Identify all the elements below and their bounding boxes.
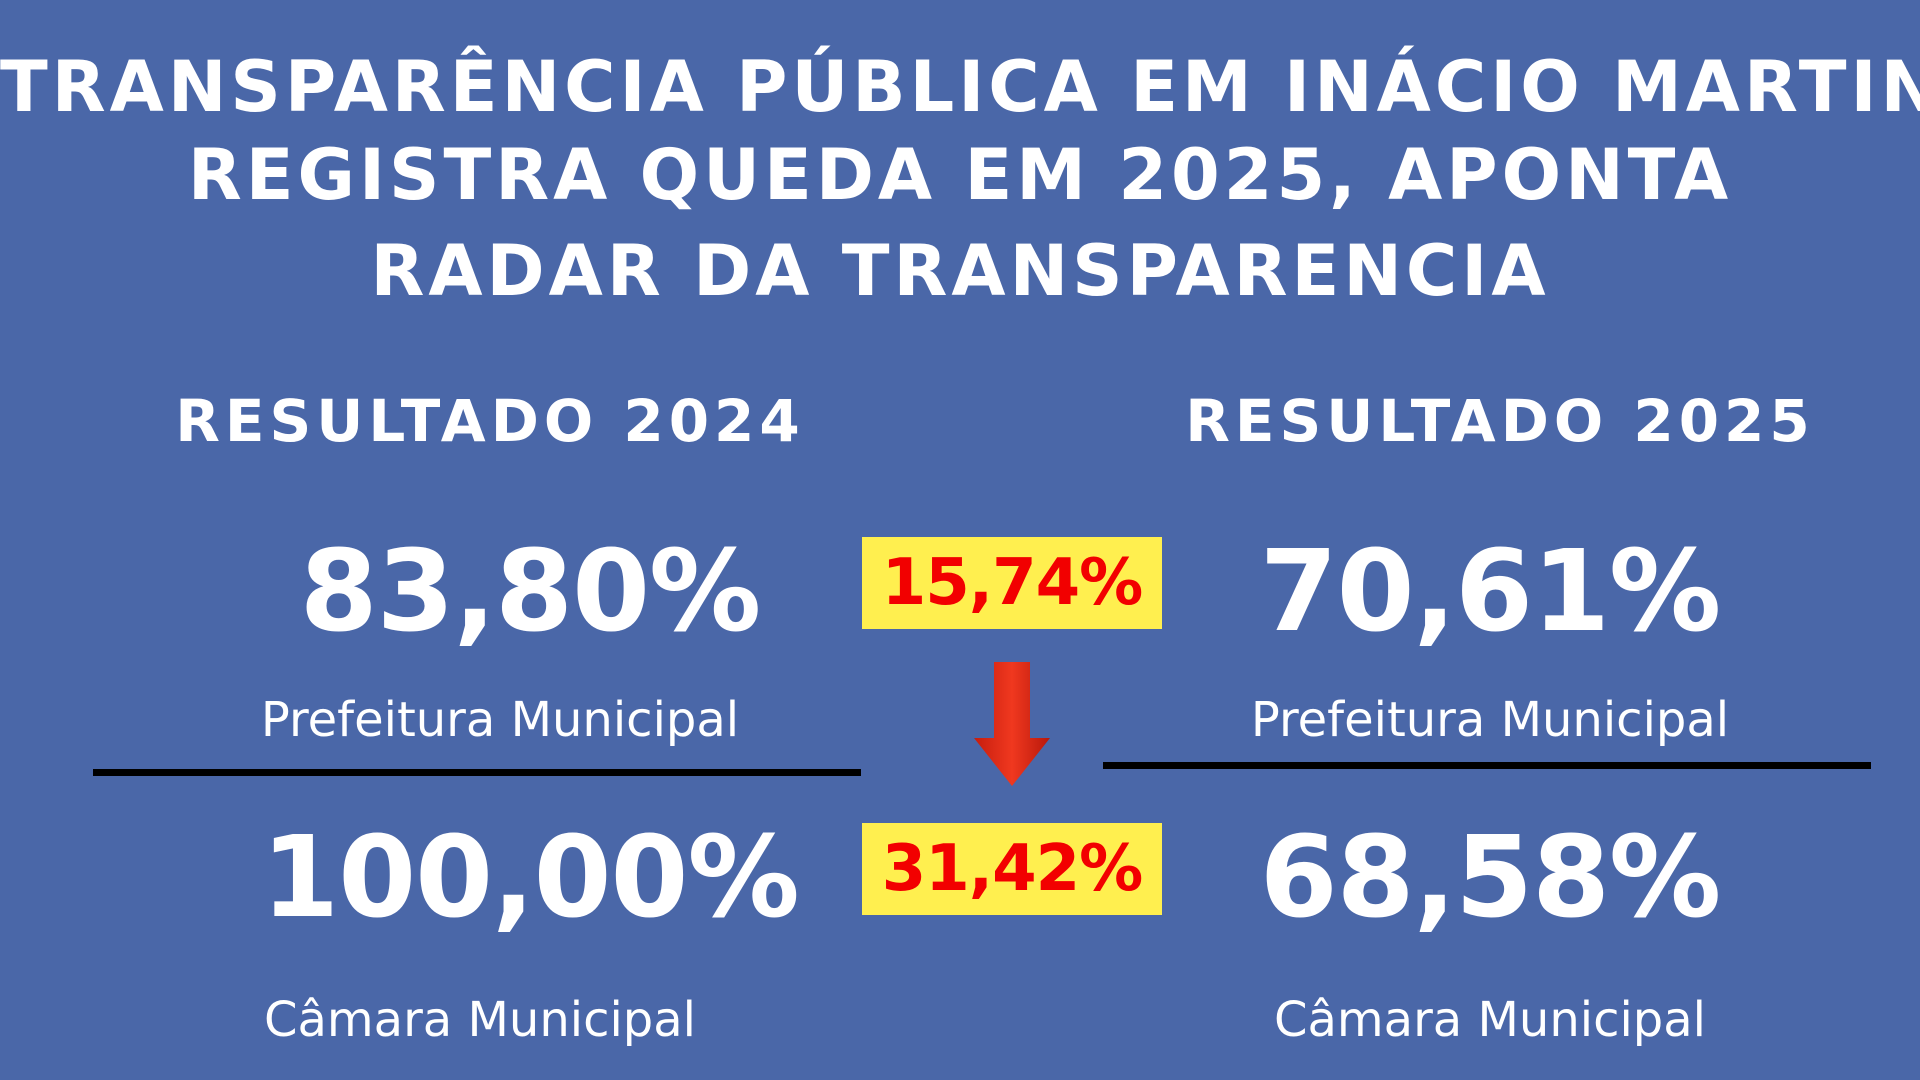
value-2024-prefeitura: 83,80%	[299, 527, 761, 657]
divider-left	[93, 769, 861, 776]
badge-prefeitura-drop-text: 15,74%	[881, 546, 1144, 620]
value-2025-camara: 68,58%	[1259, 813, 1721, 943]
badge-camara-drop: 31,42%	[862, 823, 1162, 915]
arrow-down-icon	[972, 662, 1052, 788]
divider-right	[1103, 762, 1871, 769]
label-2024-prefeitura: Prefeitura Municipal	[260, 692, 740, 748]
title-line-1: TRANSPARÊNCIA PÚBLICA EM INÁCIO MARTINS	[0, 46, 1920, 128]
heading-2025: RESULTADO 2025	[1185, 387, 1815, 455]
badge-prefeitura-drop: 15,74%	[862, 537, 1162, 629]
value-2025-prefeitura: 70,61%	[1259, 527, 1721, 657]
label-2024-camara: Câmara Municipal	[263, 992, 697, 1048]
title-line-3: RADAR DA TRANSPARENCIA	[370, 230, 1550, 312]
title-line-2: REGISTRA QUEDA EM 2025, APONTA	[187, 134, 1733, 216]
value-2024-camara: 100,00%	[261, 813, 799, 943]
label-2025-camara: Câmara Municipal	[1273, 992, 1707, 1048]
label-2025-prefeitura: Prefeitura Municipal	[1250, 692, 1730, 748]
badge-camara-drop-text: 31,42%	[881, 832, 1144, 906]
heading-2024: RESULTADO 2024	[175, 387, 805, 455]
